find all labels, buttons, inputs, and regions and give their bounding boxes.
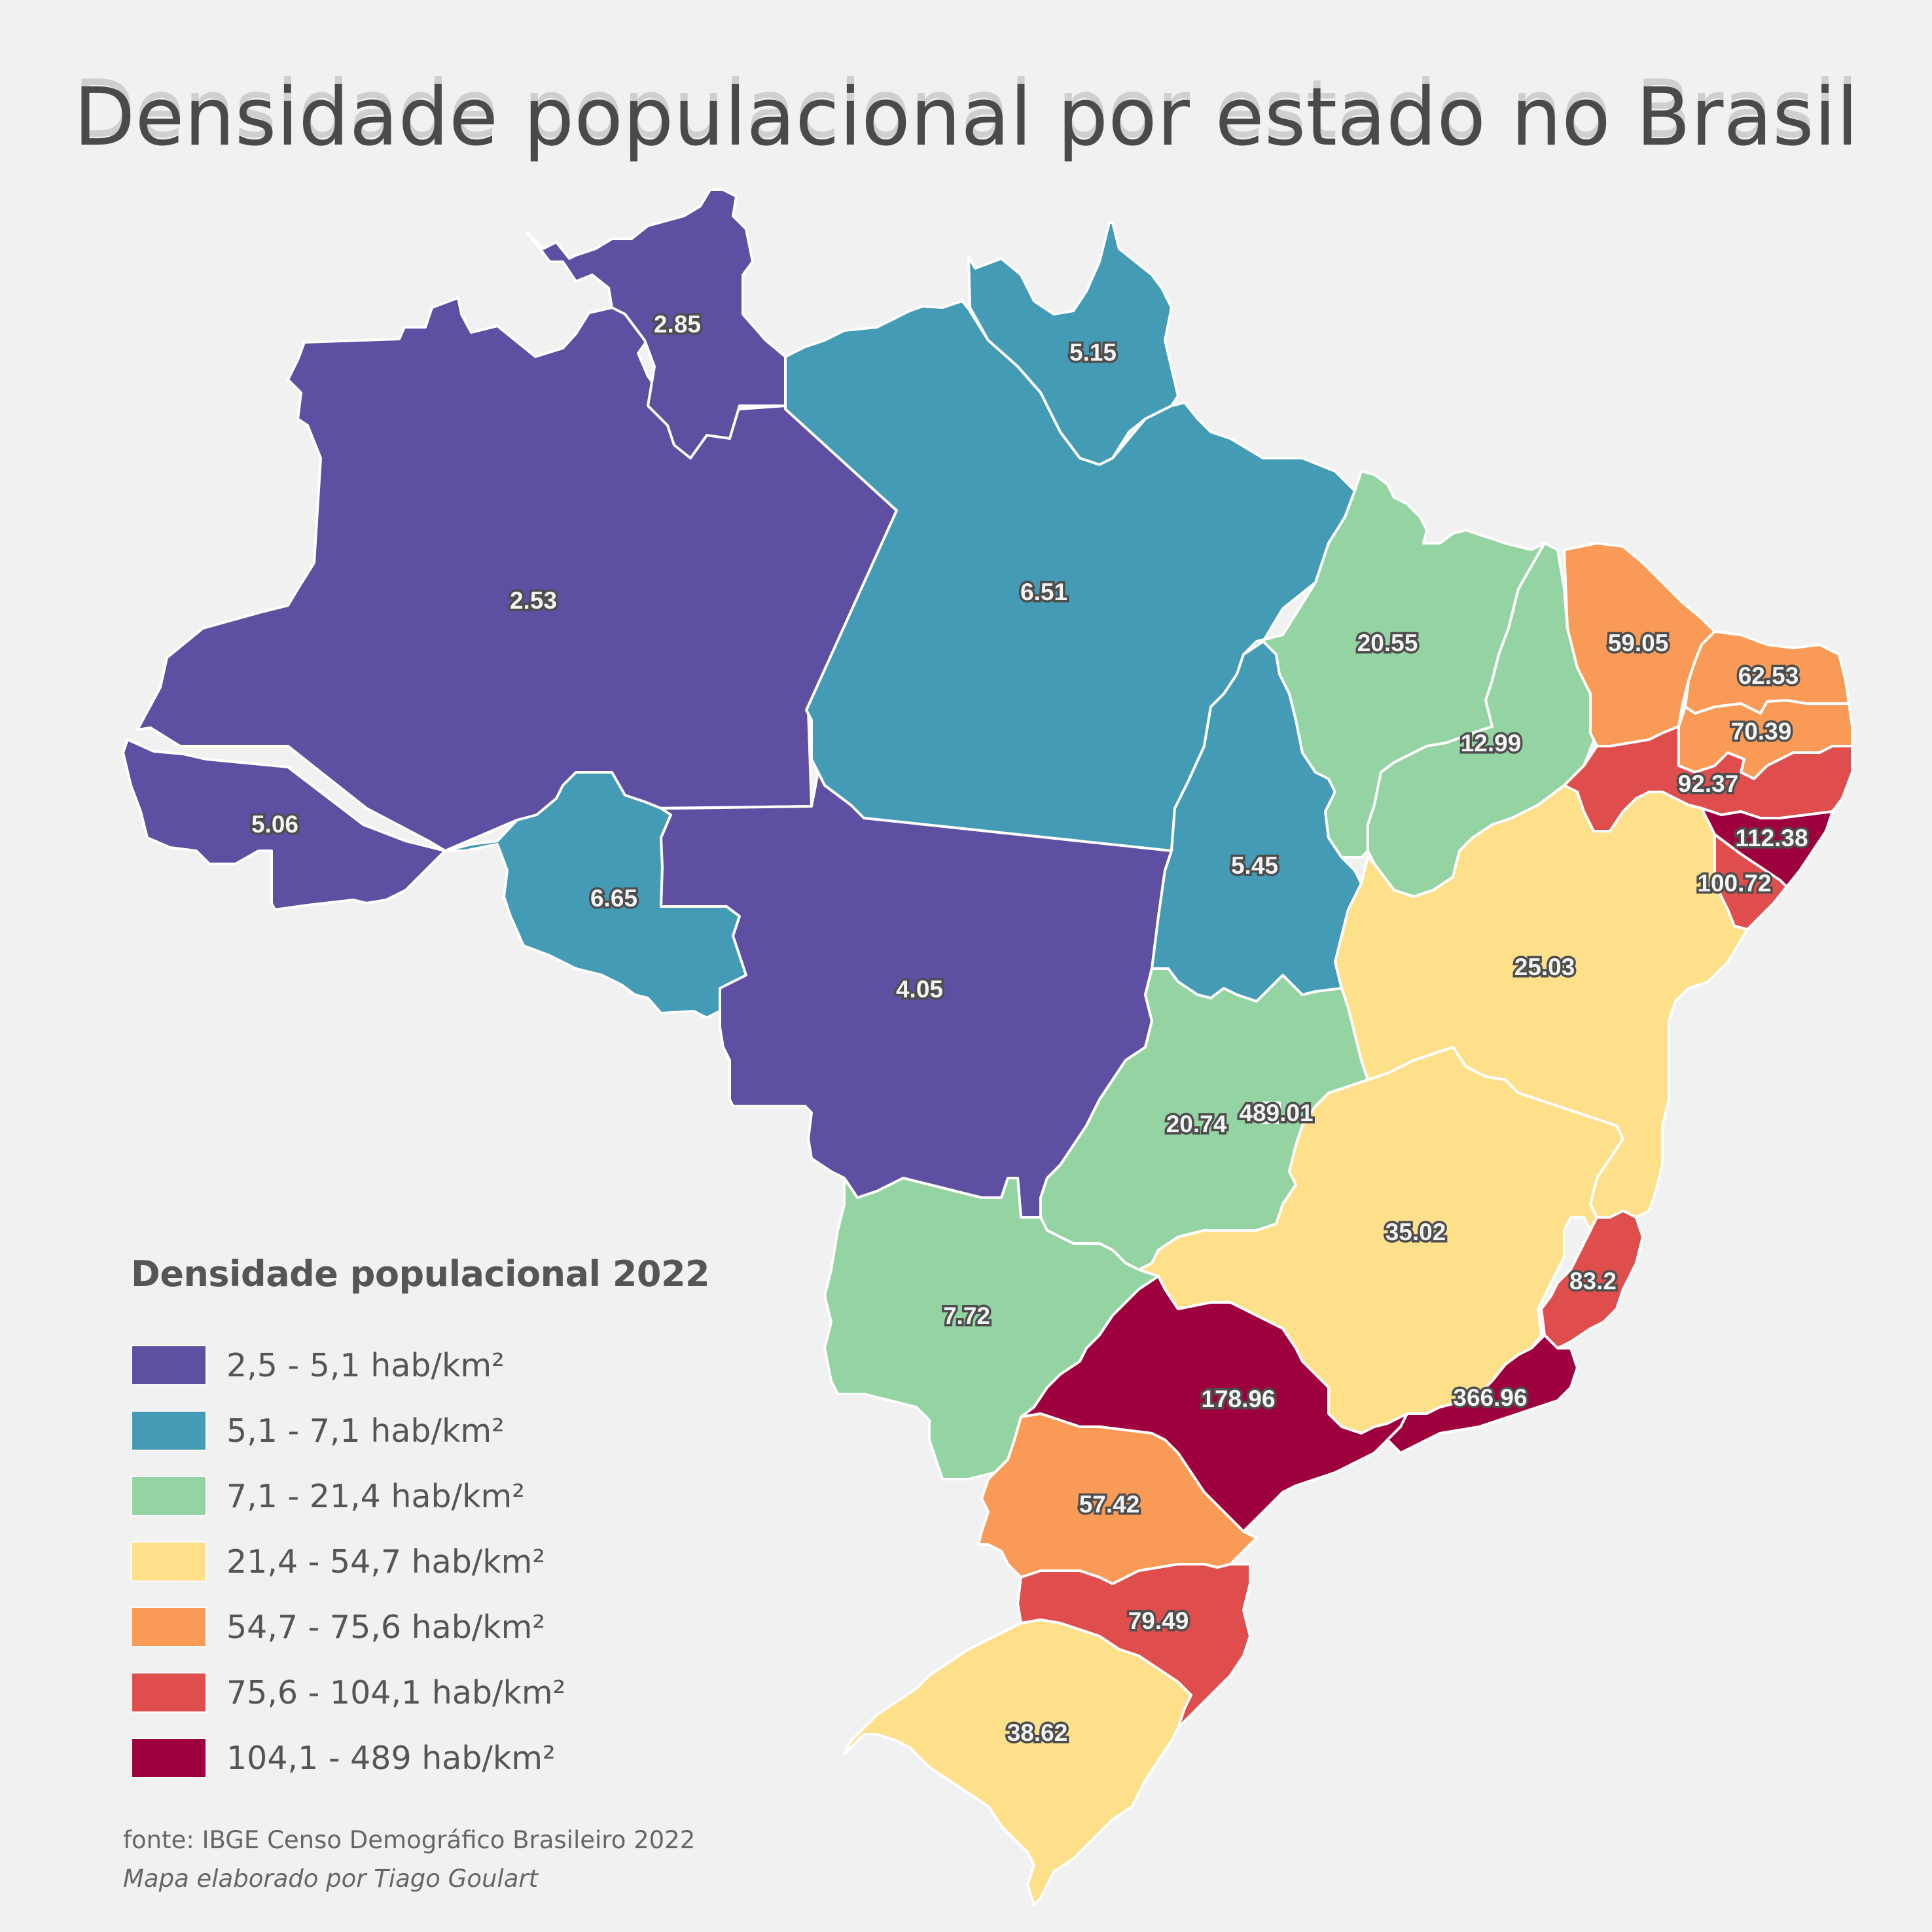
legend-item: 54,7 - 75,6 hab/km² — [131, 1594, 709, 1660]
legend-label: 7,1 - 21,4 hab/km² — [226, 1477, 525, 1515]
label-es: 83.2 — [1569, 1268, 1617, 1295]
legend-item: 75,6 - 104,1 hab/km² — [131, 1660, 709, 1725]
legend-label: 75,6 - 104,1 hab/km² — [226, 1673, 566, 1711]
legend-label: 5,1 - 7,1 hab/km² — [226, 1412, 505, 1450]
author-credit: Mapa elaborado por Tiago Goulart — [123, 1865, 539, 1893]
label-pi: 12.99 — [1461, 730, 1522, 757]
state-df[interactable] — [1259, 1101, 1281, 1124]
label-ac: 5.06 — [251, 811, 298, 838]
state-ce[interactable] — [1563, 542, 1716, 747]
footer: fonte: IBGE Censo Demográfico Brasileiro… — [123, 1826, 695, 1893]
legend-label: 54,7 - 75,6 hab/km² — [226, 1608, 546, 1646]
label-ap: 5.15 — [1069, 339, 1117, 366]
label-rr: 2.85 — [654, 311, 701, 338]
label-sp: 178.96 — [1201, 1386, 1275, 1412]
legend-swatch-red — [131, 1672, 207, 1713]
label-rj: 366.96 — [1453, 1384, 1527, 1411]
legend-swatch-blue — [131, 1410, 207, 1451]
legend-item: 2,5 - 5,1 hab/km² — [131, 1333, 709, 1398]
source-note: fonte: IBGE Censo Demográfico Brasileiro… — [123, 1826, 696, 1854]
map-title: Densidade populacional por estado no Bra… — [73, 71, 1859, 164]
state-ac[interactable] — [122, 738, 446, 911]
state-am[interactable] — [136, 234, 898, 852]
label-pr: 57.42 — [1079, 1491, 1140, 1518]
legend-label: 104,1 - 489 hab/km² — [226, 1739, 556, 1777]
label-ro: 6.65 — [590, 885, 637, 912]
label-rn: 62.53 — [1738, 662, 1799, 689]
label-df: 489.01 — [1239, 1100, 1313, 1126]
state-rs[interactable] — [843, 1619, 1192, 1906]
legend: Densidade populacional 2022 2,5 - 5,1 ha… — [131, 1253, 710, 1791]
label-rs: 38.62 — [1007, 1719, 1068, 1746]
label-ce: 59.05 — [1608, 630, 1669, 656]
label-mt: 4.05 — [896, 976, 943, 1003]
legend-title: Densidade populacional 2022 — [131, 1253, 710, 1295]
state-es[interactable] — [1540, 1209, 1644, 1350]
label-pb: 70.39 — [1731, 718, 1792, 745]
legend-swatch-green — [131, 1476, 207, 1516]
label-ma: 20.55 — [1357, 630, 1418, 656]
legend-item: 21,4 - 54,7 hab/km² — [131, 1529, 709, 1594]
label-pa: 6.51 — [1020, 579, 1067, 605]
label-al: 112.38 — [1735, 825, 1808, 851]
state-sp[interactable] — [1020, 1275, 1408, 1533]
label-se: 100.72 — [1697, 870, 1771, 897]
label-pe: 92.37 — [1678, 770, 1739, 797]
legend-item: 5,1 - 7,1 hab/km² — [131, 1398, 709, 1463]
label-ms: 7.72 — [943, 1302, 990, 1329]
legend-swatch-orange — [131, 1607, 207, 1647]
label-go: 20.74 — [1166, 1111, 1227, 1137]
legend-label: 21,4 - 54,7 hab/km² — [226, 1543, 546, 1581]
legend-item: 7,1 - 21,4 hab/km² — [131, 1463, 709, 1529]
label-ba: 25.03 — [1514, 954, 1575, 980]
label-am: 2.53 — [510, 587, 557, 614]
state-rj[interactable] — [1386, 1334, 1579, 1454]
legend-swatch-yellow — [131, 1541, 207, 1582]
label-mg: 35.02 — [1386, 1219, 1446, 1245]
legend-item: 104,1 - 489 hab/km² — [131, 1725, 709, 1791]
label-to: 5.45 — [1231, 852, 1278, 879]
legend-swatch-purple — [131, 1345, 207, 1386]
label-sc: 79.49 — [1128, 1607, 1189, 1634]
legend-swatch-crimson — [131, 1738, 207, 1778]
legend-label: 2,5 - 5,1 hab/km² — [226, 1346, 505, 1384]
